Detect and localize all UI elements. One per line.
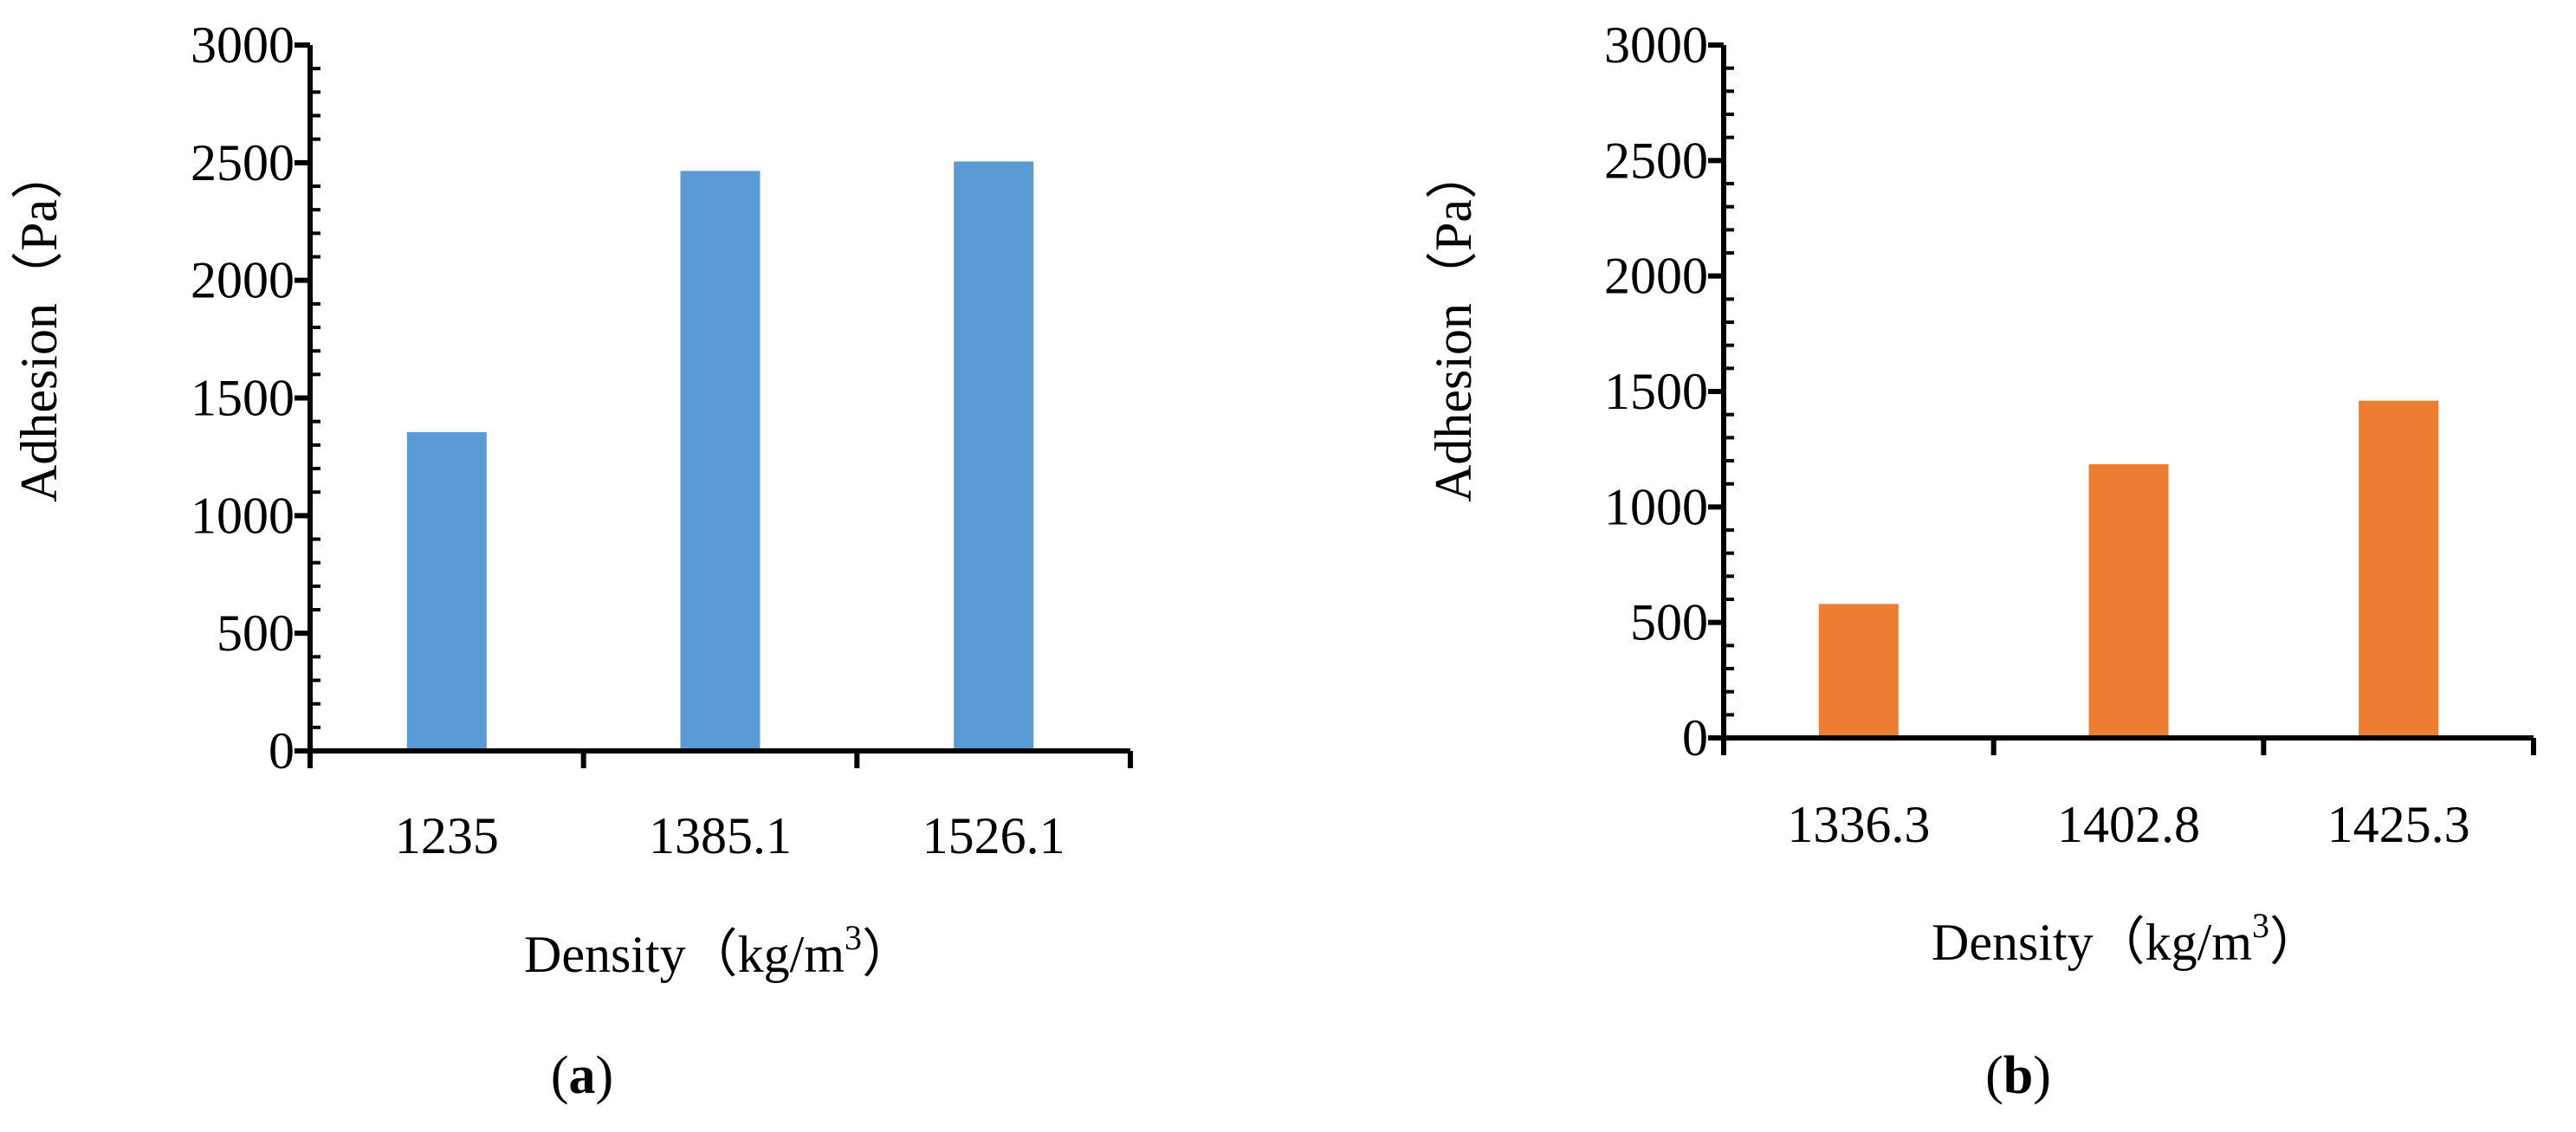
x-tick-label: 1385.1	[649, 807, 792, 864]
x-axis-title-main: Density（kg/m	[1932, 914, 2252, 971]
y-axis-title: Adhesion（Pa）	[1425, 147, 1482, 502]
y-tick-label: 2000	[191, 252, 294, 309]
chart-panel-a: 0 500 1000 1500 2000 2500 3000 1235 1385.1 1526.…	[10, 16, 1133, 1105]
y-tick-label: 1000	[1604, 478, 1708, 535]
bars	[1818, 400, 2439, 738]
y-tick-label: 0	[1682, 709, 1708, 767]
x-axis-title: Density（kg/m3）	[524, 918, 914, 983]
y-tick-label: 1000	[191, 487, 294, 544]
x-tick-labels: 1235 1385.1 1526.1	[395, 807, 1065, 864]
x-tick-label: 1336.3	[1787, 796, 1930, 853]
y-tick-label: 2500	[1604, 132, 1708, 189]
axes	[294, 42, 1133, 768]
bars	[406, 161, 1034, 752]
x-axis-title-end: ）	[862, 926, 914, 983]
bar-1402.8	[2088, 464, 2169, 738]
y-tick-label: 500	[217, 605, 294, 662]
y-tick-label: 3000	[1604, 16, 1708, 74]
x-axis-title: Density（kg/m3）	[1932, 906, 2321, 971]
y-tick-label: 3000	[191, 16, 294, 74]
panel-label-a: (a)	[551, 1046, 613, 1105]
x-tick-label: 1402.8	[2057, 796, 2200, 853]
y-tick-label: 1500	[1604, 363, 1708, 420]
x-axis-title-superscript: 3	[2252, 906, 2269, 945]
bar-1425.3	[2359, 400, 2439, 738]
bar-1526.1	[954, 161, 1034, 752]
y-axis-title: Adhesion（Pa）	[10, 147, 68, 502]
y-axis-ticks: 0 500 1000 1500 2000 2500 3000	[1604, 16, 1708, 767]
x-axis-title-main: Density（kg/m	[524, 926, 845, 983]
y-tick-label: 0	[269, 722, 294, 779]
y-tick-label: 500	[1630, 594, 1708, 651]
y-axis-ticks: 0 500 1000 1500 2000 2500 3000	[191, 16, 294, 779]
x-tick-label: 1526.1	[922, 807, 1065, 864]
panel-label-b: (b)	[1985, 1046, 2051, 1105]
x-tick-label: 1425.3	[2327, 796, 2470, 853]
x-tick-label: 1235	[395, 807, 499, 864]
x-tick-labels: 1336.3 1402.8 1425.3	[1787, 796, 2469, 853]
x-axis-title-superscript: 3	[845, 918, 862, 957]
y-tick-label: 1500	[191, 370, 294, 427]
y-tick-label: 2500	[191, 134, 294, 191]
bar-1336.3	[1818, 604, 1899, 738]
axes	[1708, 42, 2536, 755]
chart-panel-b: 0 500 1000 1500 2000 2500 3000 1336.3 1402.8 142…	[1425, 16, 2536, 1105]
bar-1235	[406, 431, 487, 751]
bar-1385.1	[680, 171, 761, 751]
x-axis-title-end: ）	[2269, 914, 2321, 971]
y-tick-label: 2000	[1604, 248, 1708, 305]
